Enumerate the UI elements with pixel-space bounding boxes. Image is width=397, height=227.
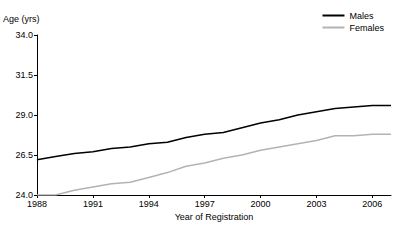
svg-text:2006: 2006 <box>362 199 382 209</box>
svg-text:Year of Registration: Year of Registration <box>175 212 254 222</box>
svg-text:1994: 1994 <box>139 199 159 209</box>
svg-text:31.5: 31.5 <box>15 70 33 80</box>
svg-text:26.5: 26.5 <box>15 150 33 160</box>
svg-text:24.0: 24.0 <box>15 190 33 200</box>
svg-text:2003: 2003 <box>306 199 326 209</box>
svg-text:Age (yrs): Age (yrs) <box>3 14 40 24</box>
svg-text:29.0: 29.0 <box>15 110 33 120</box>
svg-text:1997: 1997 <box>195 199 215 209</box>
svg-text:Males: Males <box>349 11 374 21</box>
svg-text:2000: 2000 <box>251 199 271 209</box>
svg-text:1988: 1988 <box>27 199 47 209</box>
svg-text:Females: Females <box>349 23 384 33</box>
svg-text:1991: 1991 <box>83 199 103 209</box>
svg-text:34.0: 34.0 <box>15 30 33 40</box>
